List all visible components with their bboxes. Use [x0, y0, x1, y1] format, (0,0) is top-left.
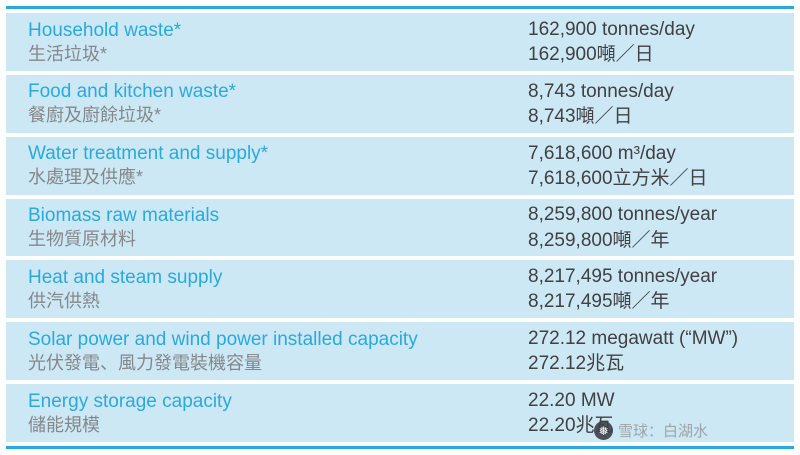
- row-labels: Solar power and wind power installed cap…: [28, 327, 528, 376]
- snowball-logo-icon: ❅: [593, 421, 613, 440]
- row-value-zh: 272.12兆瓦: [528, 353, 625, 375]
- row-label-en: Energy storage capacity: [28, 390, 232, 412]
- row-label-zh: 儲能規模: [28, 414, 100, 435]
- row-label-en: Water treatment and supply*: [28, 143, 269, 165]
- row-label-en: Solar power and wind power installed cap…: [28, 328, 418, 350]
- table-row: Water treatment and supply* 水處理及供應* 7,61…: [6, 136, 794, 195]
- row-value-zh: 22.20兆瓦: [528, 415, 614, 437]
- row-value-zh: 7,618,600立方米／日: [528, 167, 708, 189]
- row-label-en: Food and kitchen waste*: [28, 81, 237, 103]
- row-values: 162,900 tonnes/day 162,900噸／日: [528, 17, 788, 67]
- row-label-en: Biomass raw materials: [28, 205, 220, 227]
- row-label-zh: 水處理及供應*: [28, 167, 144, 188]
- watermark: ❅ 雪球：白湖水: [593, 420, 708, 441]
- table-rows: Household waste* 生活垃圾* 162,900 tonnes/da…: [6, 13, 794, 443]
- row-label-zh: 生物質原材料: [28, 229, 136, 250]
- row-labels: Water treatment and supply* 水處理及供應*: [28, 141, 528, 190]
- top-rule: [6, 6, 794, 9]
- row-labels: Biomass raw materials 生物質原材料: [28, 203, 528, 252]
- row-label-zh: 餐廚及廚餘垃圾*: [28, 105, 162, 126]
- row-value-en: 8,743 tonnes/day: [528, 80, 674, 102]
- row-value-zh: 8,259,800噸／年: [528, 229, 670, 251]
- row-value-zh: 162,900噸／日: [528, 43, 654, 65]
- row-value-zh: 8,743噸／日: [528, 105, 633, 127]
- row-value-en: 272.12 megawatt (“MW”): [528, 328, 739, 350]
- row-value-en: 162,900 tonnes/day: [528, 18, 695, 40]
- row-value-en: 8,259,800 tonnes/year: [528, 204, 718, 226]
- row-values: 22.20 MW 22.20兆瓦: [528, 388, 788, 438]
- row-values: 7,618,600 m³/day 7,618,600立方米／日: [528, 141, 788, 191]
- table-row: Heat and steam supply 供汽供熱 8,217,495 ton…: [6, 260, 794, 319]
- row-labels: Household waste* 生活垃圾*: [28, 18, 528, 67]
- row-value-en: 7,618,600 m³/day: [528, 142, 676, 164]
- row-value-en: 22.20 MW: [528, 390, 615, 411]
- row-label-zh: 光伏發電、風力發電裝機容量: [28, 352, 262, 373]
- row-values: 8,217,495 tonnes/year 8,217,495噸／年: [528, 264, 788, 314]
- row-label-en: Heat and steam supply: [28, 266, 223, 288]
- table-row: Biomass raw materials 生物質原材料 8,259,800 t…: [6, 198, 794, 257]
- table-row: Household waste* 生活垃圾* 162,900 tonnes/da…: [6, 13, 794, 71]
- table-row: Energy storage capacity 儲能規模 22.20 MW 22…: [6, 384, 794, 443]
- row-label-zh: 生活垃圾*: [28, 43, 108, 64]
- row-values: 272.12 megawatt (“MW”) 272.12兆瓦: [528, 326, 788, 376]
- row-values: 8,259,800 tonnes/year 8,259,800噸／年: [528, 202, 788, 252]
- row-label-zh: 供汽供熱: [28, 291, 100, 312]
- report-table: Household waste* 生活垃圾* 162,900 tonnes/da…: [6, 6, 794, 449]
- row-labels: Food and kitchen waste* 餐廚及廚餘垃圾*: [28, 79, 528, 128]
- row-value-en: 8,217,495 tonnes/year: [528, 266, 718, 288]
- watermark-text: 雪球：白湖水: [617, 423, 708, 440]
- row-labels: Energy storage capacity 儲能規模: [28, 389, 528, 438]
- row-labels: Heat and steam supply 供汽供熱: [28, 265, 528, 314]
- row-label-en: Household waste*: [28, 19, 182, 41]
- bottom-rule: [6, 446, 794, 449]
- table-row: Food and kitchen waste* 餐廚及廚餘垃圾* 8,743 t…: [6, 74, 794, 133]
- table-row: Solar power and wind power installed cap…: [6, 322, 794, 381]
- row-values: 8,743 tonnes/day 8,743噸／日: [528, 79, 788, 129]
- row-value-zh: 8,217,495噸／年: [528, 291, 670, 313]
